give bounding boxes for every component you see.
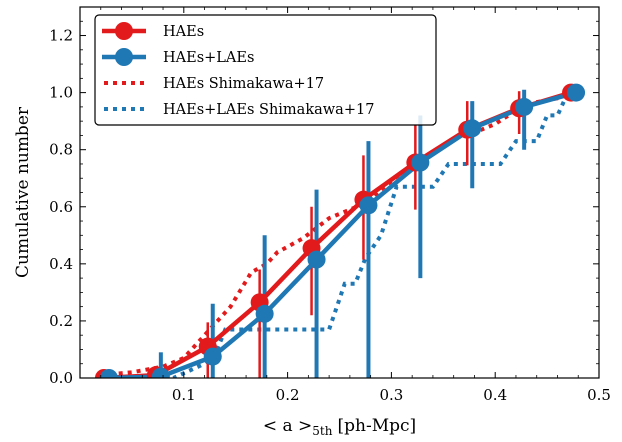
y-tick-label: 0.8 xyxy=(49,141,73,159)
x-tick-label: 0.3 xyxy=(379,386,403,404)
x-tick-label: 0.4 xyxy=(483,386,507,404)
y-tick-label: 0.6 xyxy=(49,198,73,216)
ticks-layer: 0.1 0.2 0.3 0.4 0.5 0.0 0.2 0.4 0.6 0.8 1.0 1.2 xyxy=(49,7,611,404)
data-point-haes-laes xyxy=(359,196,378,215)
y-axis-label: Cumulative number xyxy=(13,106,33,278)
legend-marker-haes-laes xyxy=(115,48,133,66)
x-tick-label: 0.2 xyxy=(276,386,300,404)
legend-label-haes: HAEs xyxy=(163,24,204,40)
data-point-haes-laes xyxy=(411,153,430,172)
y-tick-label: 0.0 xyxy=(49,369,73,387)
x-axis-label-main: < a > xyxy=(263,416,312,436)
y-tick-label: 0.4 xyxy=(49,255,73,273)
x-axis-label-unit: [ph-Mpc] xyxy=(337,416,416,436)
y-tick-label: 0.2 xyxy=(49,312,73,330)
x-tick-label: 0.1 xyxy=(172,386,196,404)
data-point-haes-laes xyxy=(151,367,170,378)
data-point-haes-laes xyxy=(203,347,222,366)
data-point-haes-laes xyxy=(463,119,482,138)
series-line-haes-laes xyxy=(108,90,577,378)
legend-marker-haes xyxy=(115,22,133,40)
legend-label-haes-shimakawa-17: HAEs Shimakawa+17 xyxy=(163,76,324,92)
data-point-haes-laes xyxy=(307,250,326,269)
legend-box xyxy=(94,14,437,126)
y-tick-label: 1.0 xyxy=(49,84,73,102)
y-tick-label: 1.2 xyxy=(49,27,73,45)
series-layer xyxy=(94,83,586,378)
legend-label-haes-laes-shimakawa-17: HAEs+LAEs Shimakawa+17 xyxy=(163,102,374,118)
data-point-haes-laes xyxy=(567,83,586,102)
data-point-haes-laes xyxy=(99,369,118,378)
x-axis-label: < a >5th [ph-Mpc] xyxy=(263,416,416,438)
x-axis-label-subscript: 5th xyxy=(312,424,332,438)
legend: HAEs HAEs+LAEs HAEs Shimakawa+17 HAEs+LAEs … xyxy=(94,14,437,126)
series-line-haes-laes-shimakawa-17 xyxy=(100,90,579,378)
data-point-haes-laes xyxy=(515,97,534,116)
x-tick-label: 0.5 xyxy=(587,386,611,404)
data-point-haes-laes xyxy=(255,304,274,323)
legend-label-haes-laes: HAEs+LAEs xyxy=(163,50,254,66)
